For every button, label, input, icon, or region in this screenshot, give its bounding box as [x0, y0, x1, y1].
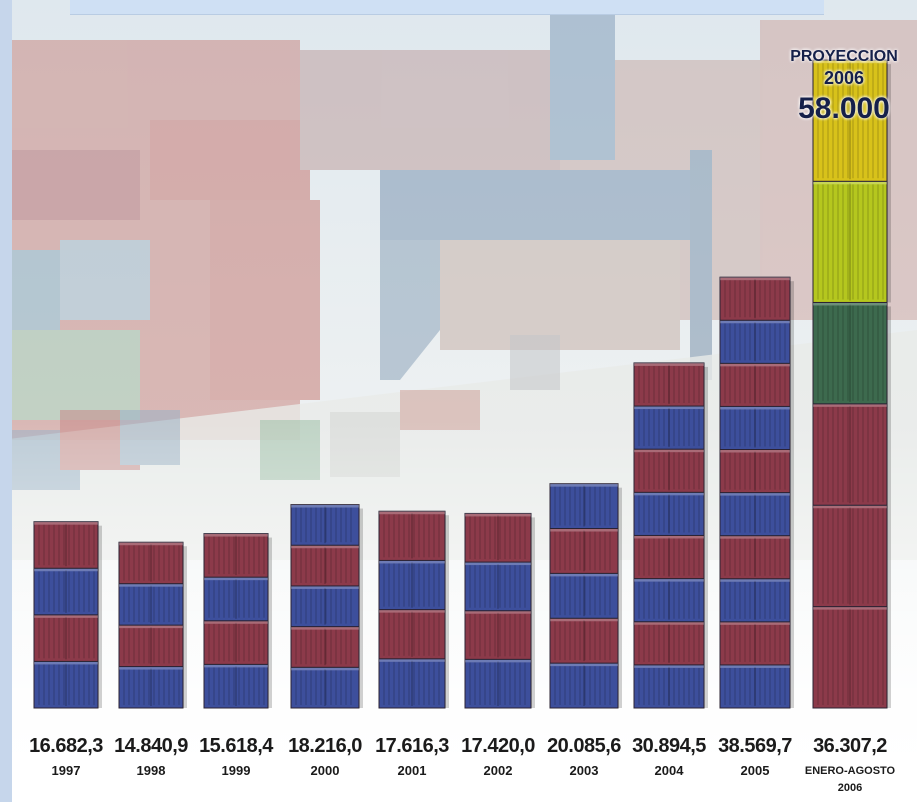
year-label-2003: 2003 — [569, 763, 599, 778]
value-label-1997: 16.682,3 — [29, 735, 103, 757]
bar-1997 — [33, 521, 102, 709]
projection-heading: PROYECCION — [790, 48, 898, 65]
bar-2005 — [719, 276, 794, 709]
value-label-2006: 36.307,2 — [813, 735, 887, 757]
value-label-2003: 20.085,6 — [547, 735, 621, 757]
bar-2000 — [290, 504, 363, 709]
value-label-2001: 17.616,3 — [375, 735, 449, 757]
bar-2001 — [378, 510, 449, 709]
year-label-1997: 1997 — [51, 763, 81, 778]
bar-1999 — [203, 533, 272, 709]
bar-2003 — [549, 483, 622, 709]
year-label-2004: 2004 — [654, 763, 684, 778]
year-label-1999: 1999 — [221, 763, 251, 778]
container-yard — [0, 0, 917, 440]
bar-1998 — [118, 541, 187, 709]
year-label-2002: 2002 — [483, 763, 513, 778]
value-label-1999: 15.618,4 — [199, 735, 273, 757]
bar-2006-projection — [812, 59, 891, 303]
bar-2002 — [464, 512, 535, 709]
bar-2006 — [812, 301, 891, 709]
value-label-2004: 30.894,5 — [632, 735, 706, 757]
value-label-2002: 17.420,0 — [461, 735, 535, 757]
year-label-2006-extra: 2006 — [837, 782, 863, 794]
bar-2004 — [633, 362, 708, 709]
projection-year: 2006 — [823, 68, 865, 88]
year-label-2006-period: ENERO-AGOSTO — [804, 765, 896, 777]
value-label-1998: 14.840,9 — [114, 735, 188, 757]
year-label-2005: 2005 — [740, 763, 770, 778]
year-label-2001: 2001 — [397, 763, 427, 778]
year-label-2000: 2000 — [310, 763, 340, 778]
value-label-2000: 18.216,0 — [288, 735, 362, 757]
bars-layer — [33, 59, 891, 709]
value-label-2005: 38.569,7 — [718, 735, 792, 757]
projection-value: 58.000 — [798, 92, 890, 125]
year-label-1998: 1998 — [136, 763, 166, 778]
